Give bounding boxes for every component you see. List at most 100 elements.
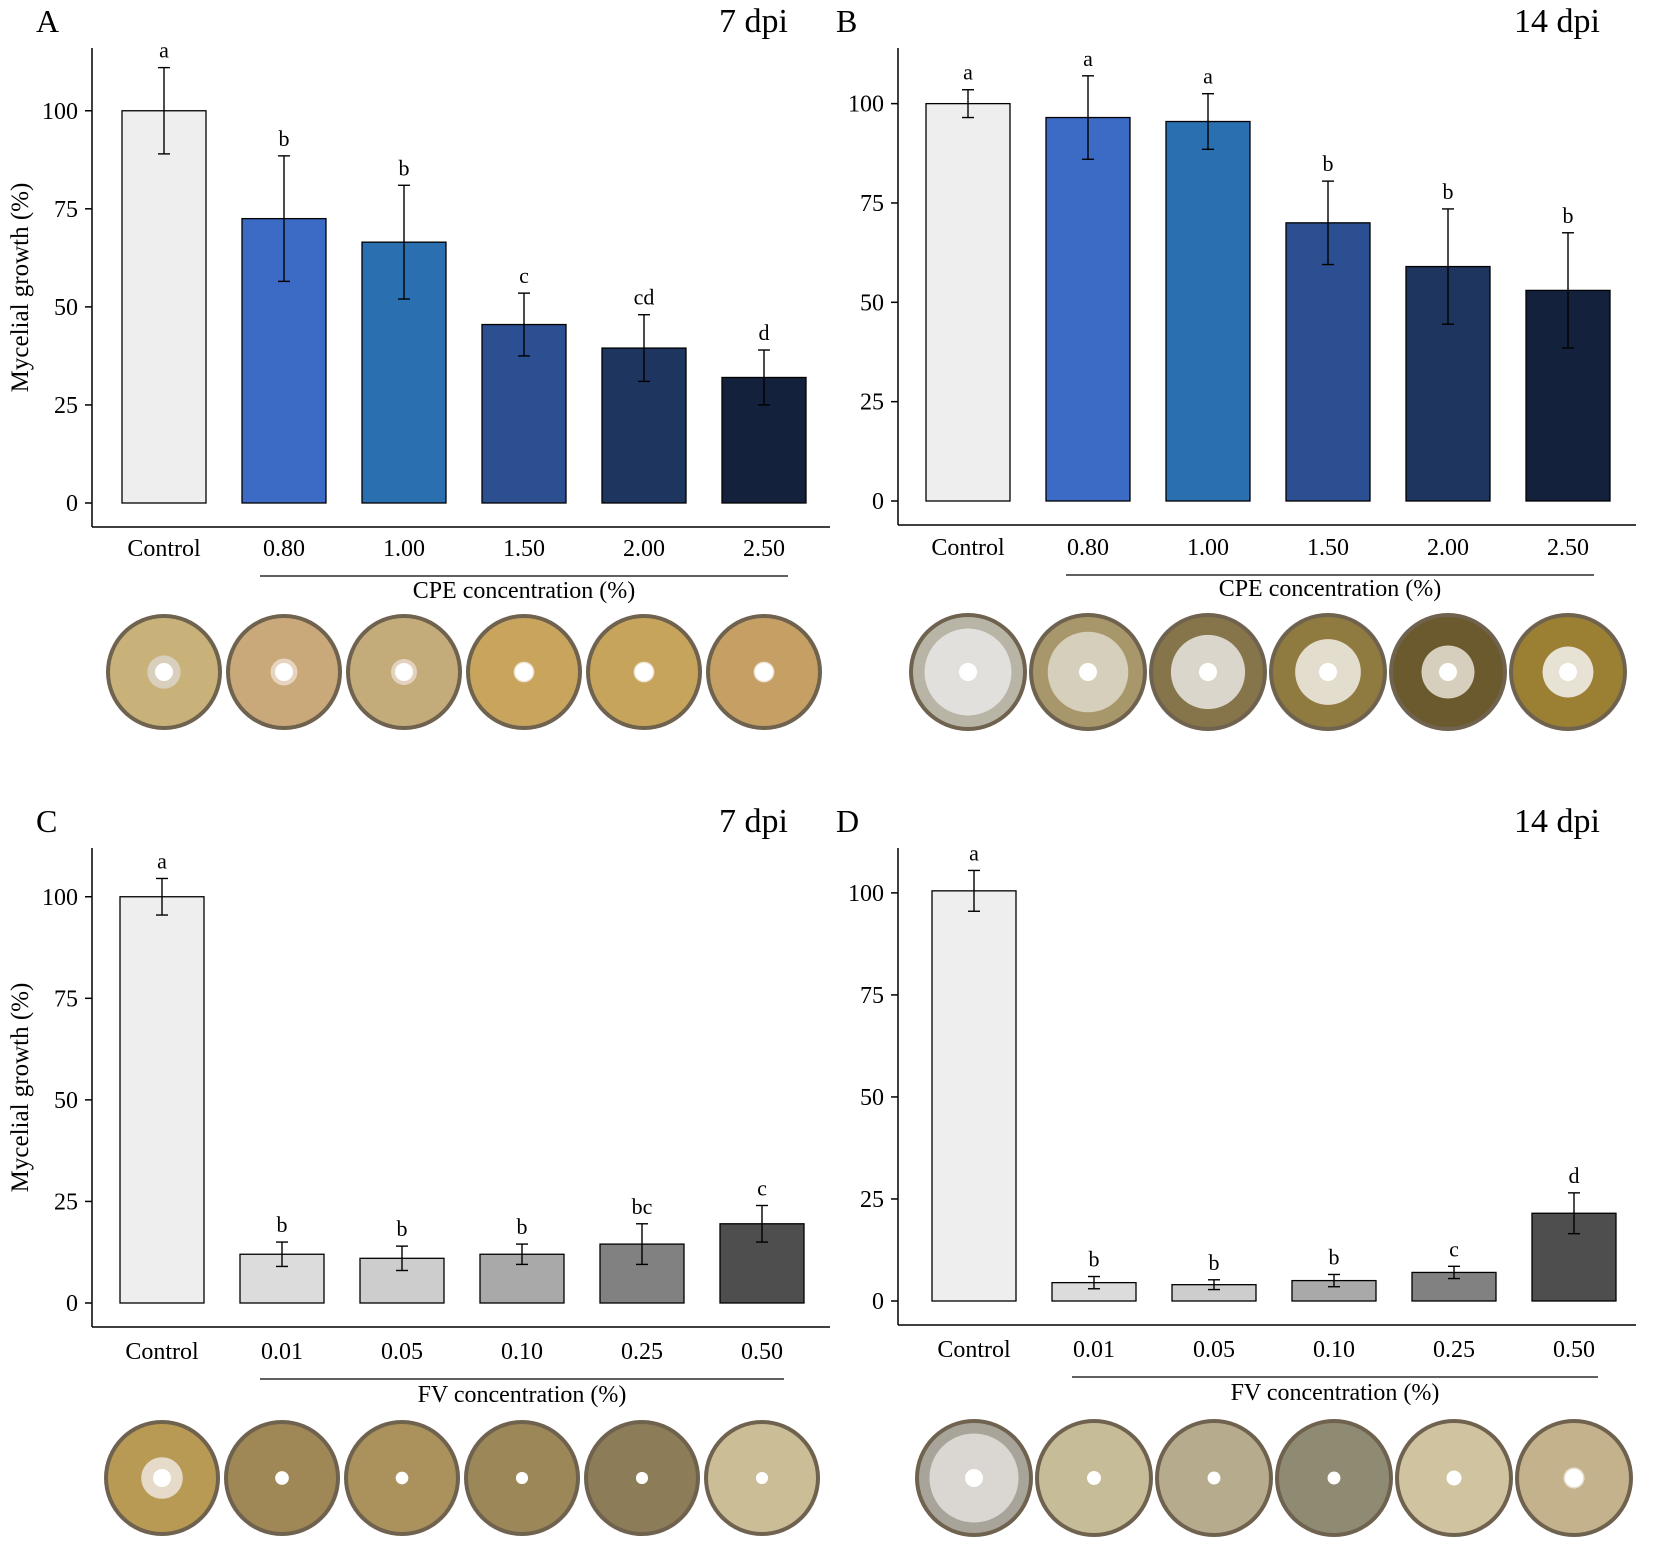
x-tick-label: Control [125,1339,199,1365]
significance-letter: a [1203,64,1213,89]
colony-center [1207,1471,1221,1485]
x-tick-label: 0.50 [741,1339,783,1365]
petri-dish [1035,1419,1153,1537]
petri-dish [466,614,582,730]
x-tick-label: 2.50 [1547,535,1589,561]
x-tick-label: 2.00 [623,536,665,562]
bar [931,890,1017,1302]
colony-center [756,1472,768,1484]
colony-center [516,1472,528,1484]
significance-letter: a [963,60,973,85]
colony-center [1565,1469,1583,1487]
significance-letter: bc [632,1194,653,1219]
bar [1285,222,1371,502]
significance-letter: b [1089,1247,1100,1272]
y-tick-label: 100 [42,885,78,911]
bar [119,896,205,1304]
significance-letter: b [1329,1244,1340,1269]
x-tick-label: Control [931,535,1005,561]
y-tick-label: 100 [848,92,884,118]
colony-center [395,1471,409,1485]
x-tick-label: 0.25 [621,1339,663,1365]
x-tick-label: 0.01 [261,1339,303,1365]
petri-dish [1275,1419,1393,1537]
y-tick-label: 50 [860,290,884,316]
colony-center [965,1469,983,1487]
significance-letter: b [397,1216,408,1241]
colony-center [1319,663,1337,681]
significance-letter: b [1209,1250,1220,1275]
bar [121,110,207,504]
x-tick-label: 0.50 [1553,1337,1595,1363]
petri-dish [1155,1419,1273,1537]
significance-letter: b [277,1212,288,1237]
significance-letter: a [159,38,169,63]
petri-dish [106,614,222,730]
colony-center [275,1471,289,1485]
x-axis-label: FV concentration (%) [1231,1380,1440,1406]
y-tick-label: 50 [860,1085,884,1111]
petri-dish [1269,613,1387,731]
y-tick-label: 25 [860,1187,884,1213]
chart-title: 7 dpi [719,3,788,40]
x-tick-label: 1.00 [1187,535,1229,561]
significance-letter: b [1563,203,1574,228]
panel-letter: C [36,803,57,839]
petri-dish [464,1420,580,1536]
significance-letter: b [517,1214,528,1239]
x-tick-label: 0.80 [1067,535,1109,561]
y-axis-label: Mycelial growth (%) [7,983,34,1193]
petri-dish [706,614,822,730]
colony-center [1087,1471,1101,1485]
x-tick-label: 0.05 [1193,1337,1235,1363]
y-tick-label: 25 [860,390,884,416]
significance-letter: b [1443,179,1454,204]
x-tick-label: 0.05 [381,1339,423,1365]
colony-center [275,663,293,681]
petri-dish [1149,613,1267,731]
panel-letter: D [836,803,859,839]
y-tick-label: 0 [66,1291,78,1317]
significance-letter: a [1083,46,1093,71]
significance-letter: c [1449,1236,1459,1261]
x-tick-label: 0.25 [1433,1337,1475,1363]
y-tick-label: 0 [872,1289,884,1315]
petri-dish [915,1419,1033,1537]
x-tick-label: Control [127,536,201,562]
x-tick-label: 2.00 [1427,535,1469,561]
x-axis-label: CPE concentration (%) [413,578,636,604]
y-tick-label: 25 [54,393,78,419]
bar [1045,116,1131,502]
bar [1531,1212,1617,1302]
significance-letter: b [1323,151,1334,176]
panel-a: A 7 dpi 0 25 50 75 100 Mycelial growth (%) a Cont… [7,3,830,730]
x-axis-label: FV concentration (%) [418,1382,627,1408]
colony-center [515,663,533,681]
panel-letter: A [36,3,59,39]
colony-center [155,663,173,681]
petri-dish [586,614,702,730]
panel-b: B 14 dpi 0 25 50 75 100 a Control a 0.80 a 1.00 b 1.50… [836,3,1636,731]
significance-letter: a [969,840,979,865]
petri-dish [226,614,342,730]
x-axis-label: CPE concentration (%) [1219,576,1442,602]
colony-center [395,663,413,681]
significance-letter: d [759,320,770,345]
panel-d: D 14 dpi 0 25 50 75 100 a Control b 0.01 b 0.05 b 0.10… [836,803,1636,1537]
y-axis-label: Mycelial growth (%) [7,183,34,393]
colony-center [959,663,977,681]
y-tick-label: 50 [54,1088,78,1114]
significance-letter: b [399,155,410,180]
x-tick-label: Control [937,1337,1011,1363]
petri-dish [1029,613,1147,731]
petri-dish [1395,1419,1513,1537]
colony-center [1446,1470,1462,1486]
colony-center [1559,663,1577,681]
petri-dish [346,614,462,730]
chart-title: 14 dpi [1514,3,1600,40]
chart-title: 7 dpi [719,803,788,840]
y-tick-label: 75 [860,983,884,1009]
x-tick-label: 0.80 [263,536,305,562]
